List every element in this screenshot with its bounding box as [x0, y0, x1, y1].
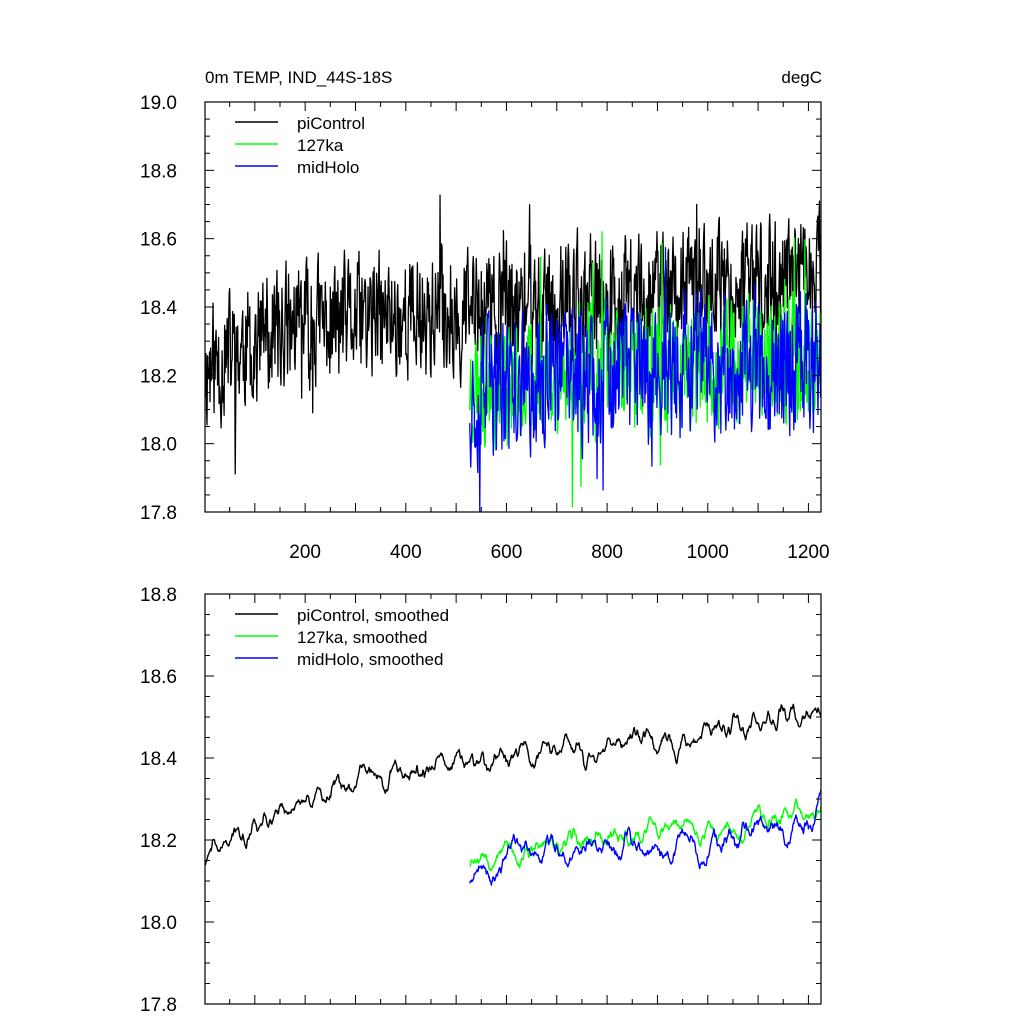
series-line-3	[469, 247, 821, 512]
y-tick-label: 17.8	[140, 995, 177, 1016]
y-tick-label: 18.6	[140, 667, 177, 688]
y-tick-label: 18.2	[140, 366, 177, 387]
chart-title: 0m TEMP, IND_44S-18S	[205, 68, 392, 87]
plot-frame	[204, 101, 822, 513]
x-tick-label: 1200	[787, 542, 829, 563]
x-tick-label: 800	[591, 542, 623, 563]
units-label: degC	[781, 68, 822, 87]
series-line-1	[205, 703, 821, 866]
y-tick-label: 18.4	[140, 298, 177, 319]
y-tick-label: 18.4	[140, 749, 177, 770]
x-tick-label: 400	[390, 542, 422, 563]
legend-label: piControl, smoothed	[297, 606, 449, 625]
panel-bottom-smoothed: 17.8 18.0 18.2 18.4 18.6 18.8 piControl, smoo…	[140, 585, 822, 1016]
series-group	[205, 703, 821, 886]
y-tick-label: 19.0	[140, 93, 177, 114]
series-group	[205, 194, 821, 512]
y-tick-label: 18.6	[140, 230, 177, 251]
y-tick-label: 17.8	[140, 503, 177, 524]
y-tick-label: 18.8	[140, 161, 177, 182]
legend-label: piControl	[297, 114, 365, 133]
axis-ticks: 17.8 18.0 18.2 18.4 18.6 18.8 19.0 200 400 600 800…	[140, 93, 830, 563]
legend: piControl, smoothed 127ka, smoothed midHol…	[235, 606, 449, 669]
legend-label: 127ka, smoothed	[297, 628, 427, 647]
legend-label: 127ka	[297, 136, 344, 155]
x-tick-label: 1000	[687, 542, 729, 563]
series-line-1	[205, 194, 821, 475]
legend-label: midHolo	[297, 158, 359, 177]
y-tick-label: 18.8	[140, 585, 177, 606]
panel-top-raw: 0m TEMP, IND_44S-18S degC 17.8 18.0 18.2 18…	[140, 68, 830, 563]
plot-frame	[204, 593, 822, 1005]
y-tick-label: 18.0	[140, 913, 177, 934]
x-tick-label: 200	[289, 542, 321, 563]
y-tick-label: 18.0	[140, 435, 177, 456]
series-line-2	[469, 798, 821, 872]
x-tick-label: 600	[491, 542, 523, 563]
series-line-3	[469, 789, 821, 886]
y-tick-label: 18.2	[140, 831, 177, 852]
legend: piControl 127ka midHolo	[235, 114, 365, 177]
axis-ticks: 17.8 18.0 18.2 18.4 18.6 18.8	[140, 585, 821, 1016]
legend-label: midHolo, smoothed	[297, 650, 443, 669]
